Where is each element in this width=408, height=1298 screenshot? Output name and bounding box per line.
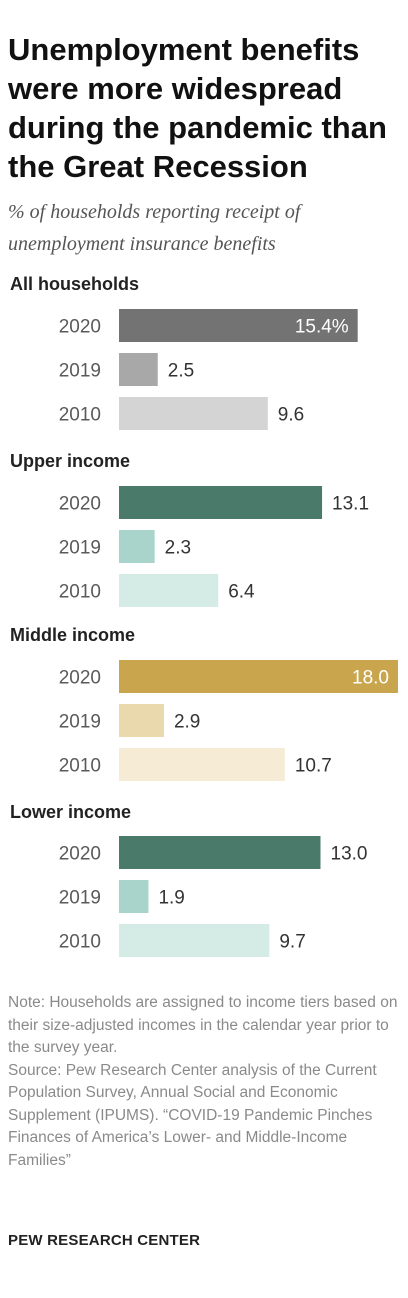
group-label-lower-income: Lower income [10, 802, 132, 822]
value-label-upper-income-2019: 2.3 [165, 538, 191, 559]
value-label-lower-income-2010: 9.7 [279, 932, 305, 953]
value-label-all-households-2020: 15.4% [295, 317, 349, 338]
bar-upper-income-2010 [119, 574, 219, 607]
year-label-middle-income-2010: 2010 [59, 756, 101, 777]
bar-middle-income-2020 [119, 660, 398, 693]
notes-block: Note: Households are assigned to income … [8, 992, 406, 1172]
bar-upper-income-2020 [119, 486, 323, 519]
bar-lower-income-2010 [119, 924, 270, 957]
value-label-middle-income-2019: 2.9 [174, 712, 200, 733]
group-label-all-households: All households [10, 274, 140, 294]
bar-middle-income-2019 [119, 704, 164, 737]
year-label-lower-income-2010: 2010 [59, 932, 101, 953]
bar-lower-income-2020 [119, 836, 321, 869]
year-label-all-households-2019: 2019 [59, 361, 101, 382]
year-label-upper-income-2019: 2019 [59, 538, 101, 559]
organization-credit: PEW RESEARCH CENTER [8, 1232, 201, 1249]
bar-all-households-2010 [119, 397, 268, 430]
bar-chart: 2020 15.4% 2019 2.5 2010 9.6 2020 13.1 2019 2.3 20… [59, 309, 398, 957]
group-label-upper-income: Upper income [10, 451, 131, 471]
year-label-all-households-2010: 2010 [59, 405, 101, 426]
year-label-upper-income-2020: 2020 [59, 494, 101, 515]
group-label-middle-income: Middle income [10, 625, 136, 645]
chart-title: Unemployment benefits were more widespre… [8, 32, 387, 184]
value-label-upper-income-2010: 6.4 [228, 582, 255, 603]
bar-upper-income-2019 [119, 530, 155, 563]
year-label-all-households-2020: 2020 [59, 317, 101, 338]
chart-subtitle: % of households reporting receipt of une… [8, 201, 301, 255]
bar-all-households-2020 [119, 309, 358, 342]
bar-lower-income-2019 [119, 880, 149, 913]
year-label-middle-income-2020: 2020 [59, 668, 101, 689]
note-text: Note: Households are assigned to income … [8, 994, 398, 1056]
value-label-upper-income-2020: 13.1 [332, 494, 369, 515]
value-label-lower-income-2019: 1.9 [158, 888, 184, 909]
value-label-middle-income-2010: 10.7 [295, 756, 332, 777]
bar-all-households-2019 [119, 353, 158, 386]
source-text: Source: Pew Research Center analysis of … [8, 1061, 377, 1169]
value-label-lower-income-2020: 13.0 [331, 844, 368, 865]
year-label-lower-income-2020: 2020 [59, 844, 101, 865]
year-label-lower-income-2019: 2019 [59, 888, 101, 909]
bar-middle-income-2010 [119, 748, 285, 781]
year-label-upper-income-2010: 2010 [59, 582, 101, 603]
value-label-all-households-2010: 9.6 [278, 405, 304, 426]
value-label-all-households-2019: 2.5 [168, 361, 194, 382]
year-label-middle-income-2019: 2019 [59, 712, 101, 733]
value-label-middle-income-2020: 18.0 [352, 668, 389, 689]
